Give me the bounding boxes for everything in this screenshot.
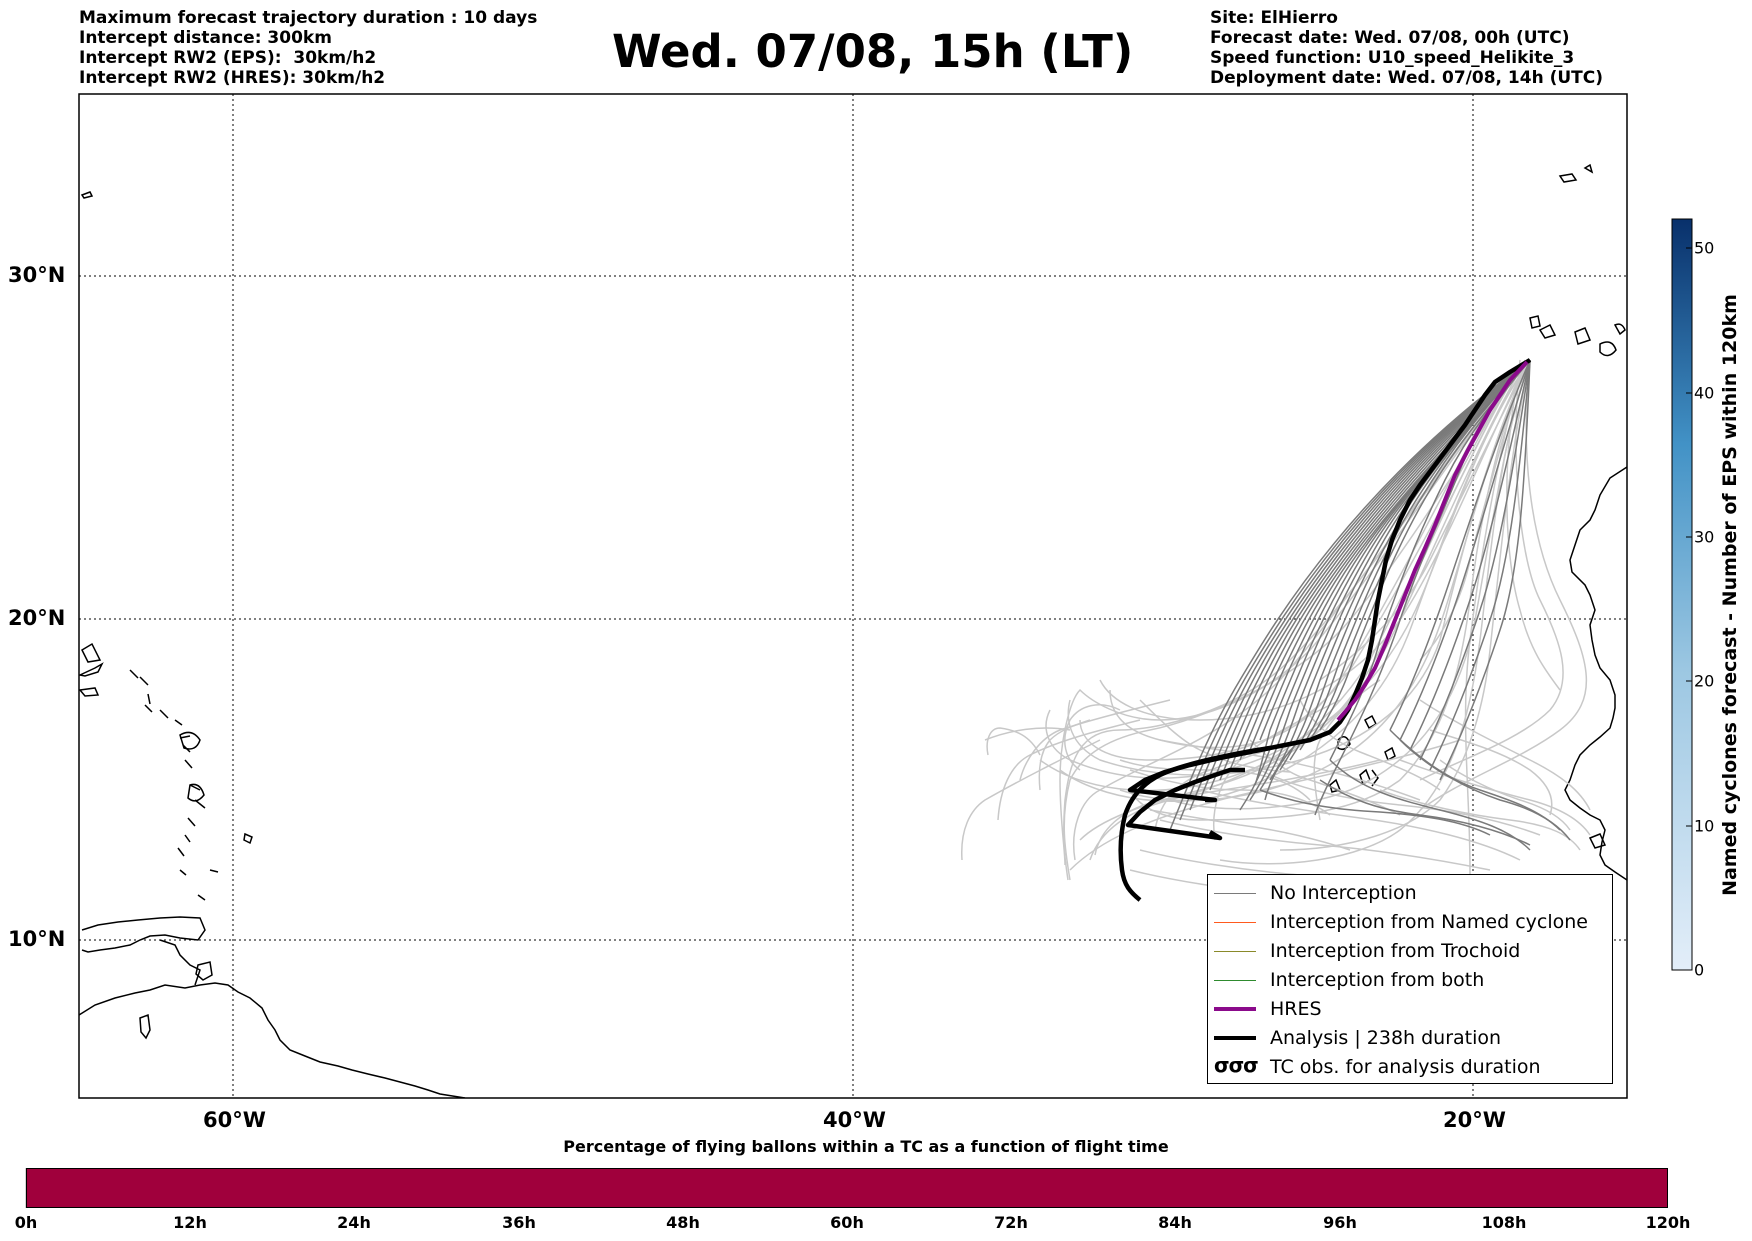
pct-bar — [26, 1168, 1668, 1208]
legend-line — [1214, 893, 1256, 894]
legend-line — [1214, 1036, 1256, 1040]
africa-coast — [1564, 466, 1627, 881]
map-legend: No Interception Interception from Named … — [1207, 874, 1613, 1084]
legend-item-both: Interception from both — [1208, 966, 1612, 995]
legend-line — [1214, 1007, 1256, 1011]
lake-maracaibo — [139, 1013, 151, 1040]
martinique — [187, 783, 205, 802]
bijagos — [1588, 833, 1607, 849]
header-left-info: Maximum forecast trajectory duration : 1… — [79, 8, 537, 88]
cyclone-colorbar — [1671, 218, 1693, 971]
lat-label-10n: 10°N — [8, 927, 66, 951]
legend-item-no-interception: No Interception — [1208, 879, 1612, 908]
colorbar-tick-label: 40 — [1694, 383, 1715, 403]
legend-label: Interception from Named cyclone — [1270, 911, 1588, 933]
forecast-date-text: Forecast date: Wed. 07/08, 00h (UTC) — [1210, 28, 1570, 48]
south-america-coast — [79, 982, 466, 1098]
legend-item-trochoid: Interception from Trochoid — [1208, 937, 1612, 966]
legend-label: Interception from both — [1270, 969, 1485, 991]
pct-tick-label: 60h — [830, 1213, 864, 1232]
analysis-track-south — [1125, 767, 1245, 841]
colorbar-tick-label: 20 — [1694, 671, 1715, 691]
colorbar-ticks — [1686, 247, 1692, 971]
legend-item-analysis: Analysis | 238h duration — [1208, 1024, 1612, 1053]
legend-label: No Interception — [1270, 882, 1417, 904]
colorbar-tick-label: 50 — [1694, 238, 1715, 258]
paria-coast — [159, 939, 201, 986]
lat-label-20n: 20°N — [8, 606, 66, 630]
madeira — [1558, 163, 1594, 183]
antilles-north — [79, 662, 104, 677]
legend-label: HRES — [1270, 998, 1322, 1020]
intercept-hres-text: Intercept RW2 (HRES): 30km/h2 — [79, 68, 386, 88]
page-title: Wed. 07/08, 15h (LT) — [612, 25, 1134, 78]
puerto-rico — [79, 687, 100, 697]
pct-tick-label: 72h — [994, 1213, 1028, 1232]
lon-label-20w: 20°W — [1443, 1108, 1506, 1132]
pct-tick-label: 24h — [337, 1213, 371, 1232]
venezuela-north — [81, 916, 206, 953]
trinidad — [195, 961, 213, 981]
north-islands — [81, 642, 102, 663]
tc-obs-symbol-icon: σσσ — [1214, 1053, 1259, 1077]
pct-tick-label: 96h — [1323, 1213, 1357, 1232]
hres-track — [1336, 360, 1529, 722]
pct-bar-title: Percentage of flying ballons within a TC… — [563, 1137, 1169, 1156]
deployment-date-text: Deployment date: Wed. 07/08, 14h (UTC) — [1210, 68, 1604, 88]
lat-label-30n: 30°N — [8, 263, 66, 287]
pct-tick-label: 0h — [14, 1213, 38, 1232]
legend-line — [1214, 922, 1256, 923]
legend-line — [1214, 980, 1256, 981]
legend-line — [1214, 951, 1256, 952]
intercept-eps-text: Intercept RW2 (EPS): 30km/h2 — [79, 48, 377, 68]
speed-function-text: Speed function: U10_speed_Helikite_3 — [1210, 48, 1575, 68]
colorbar-tick-label: 0 — [1694, 960, 1705, 980]
canary-islands — [1529, 315, 1626, 357]
header-right-info: Site: ElHierro Forecast date: Wed. 07/08… — [1210, 8, 1603, 88]
analysis-track-west — [1118, 745, 1271, 902]
pct-tick-label: 120h — [1645, 1213, 1691, 1232]
lon-label-40w: 40°W — [823, 1108, 886, 1132]
pct-tick-label: 84h — [1158, 1213, 1192, 1232]
pct-tick-label: 108h — [1481, 1213, 1527, 1232]
eps-no-interception-trajectories — [1169, 359, 1571, 851]
pct-tick-label: 12h — [173, 1213, 207, 1232]
colorbar-tick-label: 30 — [1694, 527, 1715, 547]
bermuda — [80, 191, 94, 199]
intercept-distance-text: Intercept distance: 300km — [79, 28, 332, 48]
guadeloupe — [179, 731, 201, 750]
legend-label: Analysis | 238h duration — [1270, 1027, 1502, 1049]
legend-item-tc-obs: σσσ TC obs. for analysis duration — [1208, 1053, 1612, 1082]
colorbar-tick-label: 10 — [1694, 816, 1715, 836]
max-duration-text: Maximum forecast trajectory duration : 1… — [79, 8, 538, 28]
legend-label: TC obs. for analysis duration — [1270, 1056, 1541, 1078]
pct-tick-label: 36h — [502, 1213, 536, 1232]
legend-item-hres: HRES — [1208, 995, 1612, 1024]
colorbar-title-text: Named cyclones forecast - Number of EPS … — [1719, 294, 1741, 896]
barbados — [243, 832, 253, 845]
site-text: Site: ElHierro — [1210, 8, 1338, 28]
lon-label-60w: 60°W — [203, 1108, 266, 1132]
legend-item-named-cyclone: Interception from Named cyclone — [1208, 908, 1612, 937]
legend-label: Interception from Trochoid — [1270, 940, 1521, 962]
pct-tick-label: 48h — [666, 1213, 700, 1232]
